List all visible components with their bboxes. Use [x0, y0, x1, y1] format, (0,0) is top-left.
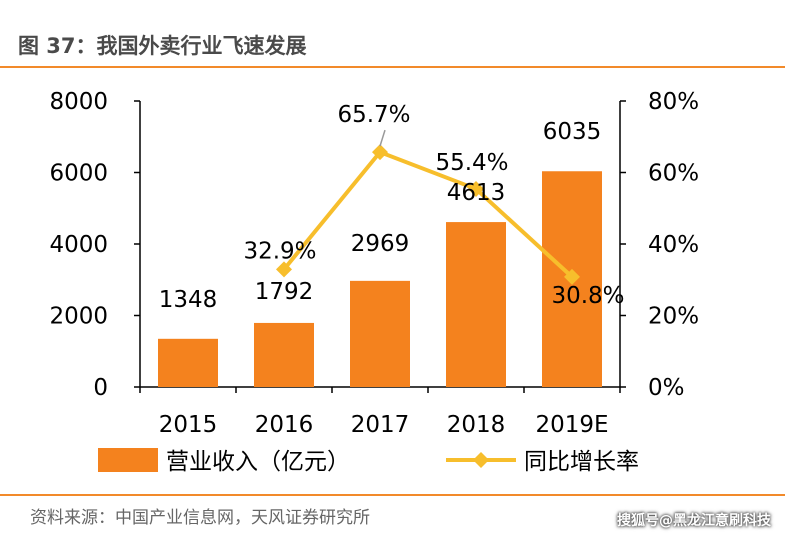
bar-value-label: 1348 — [159, 287, 218, 313]
right-tick-label: 20% — [648, 304, 699, 330]
growth-value-label: 65.7% — [337, 102, 410, 128]
x-tick-label: 2016 — [255, 412, 314, 438]
page-title: 图 37：我国外卖行业飞速发展 — [18, 34, 307, 58]
growth-line — [282, 150, 574, 279]
legend-line-label: 同比增长率 — [524, 449, 639, 475]
left-tick-label: 8000 — [49, 89, 108, 115]
right-tick-label: 0% — [648, 375, 685, 401]
growth-value-label: 30.8% — [551, 283, 624, 309]
left-tick-label: 0 — [93, 375, 108, 401]
growth-marker — [372, 144, 388, 161]
legend: 营业收入（亿元） 同比增长率 — [98, 448, 639, 475]
x-tick-label: 2015 — [159, 412, 218, 438]
growth-marker — [276, 261, 292, 278]
bar-series — [158, 171, 602, 387]
x-tick-label: 2017 — [351, 412, 410, 438]
growth-marker — [564, 268, 580, 285]
growth-value-label: 55.4% — [435, 150, 508, 176]
source-divider — [0, 494, 785, 496]
x-tick-label: 2019E — [535, 412, 608, 438]
bar — [350, 280, 410, 387]
leader-line — [379, 129, 386, 147]
legend-bar-label: 营业收入（亿元） — [166, 449, 350, 475]
legend-bar-swatch — [98, 448, 158, 472]
growth-value-label: 32.9% — [243, 238, 316, 264]
left-tick-label: 4000 — [49, 232, 108, 258]
source-note: 资料来源：中国产业信息网，天风证券研究所 — [30, 508, 370, 528]
bar-value-label: 1792 — [255, 279, 314, 305]
chart-axes: 0 2000 4000 6000 8000 0% 20% 40% 60% 80% 2015 2016 2… — [49, 89, 699, 438]
x-tick-label: 2018 — [447, 412, 506, 438]
left-tick-label: 2000 — [49, 304, 108, 330]
bar — [446, 222, 506, 387]
bar — [158, 338, 218, 387]
title-divider — [0, 66, 785, 68]
legend-line-marker — [473, 452, 489, 468]
bar — [254, 322, 314, 387]
line-series — [276, 144, 580, 285]
bar-value-label: 6035 — [543, 119, 602, 145]
chart: 0 2000 4000 6000 8000 0% 20% 40% 60% 80% 2015 2016 2… — [49, 89, 699, 475]
right-tick-label: 60% — [648, 161, 699, 187]
right-tick-label: 80% — [648, 89, 699, 115]
growth-marker — [468, 180, 484, 197]
bar-value-label: 4613 — [447, 180, 506, 206]
data-labels: 1348 1792 2969 4613 6035 32.9% 65.7% 55.4% 30.8% — [159, 102, 625, 313]
bar-value-label: 2969 — [351, 231, 410, 257]
right-tick-label: 40% — [648, 232, 699, 258]
watermark: 搜狐号@黑龙江意刷科技 — [617, 513, 771, 529]
left-tick-label: 6000 — [49, 161, 108, 187]
